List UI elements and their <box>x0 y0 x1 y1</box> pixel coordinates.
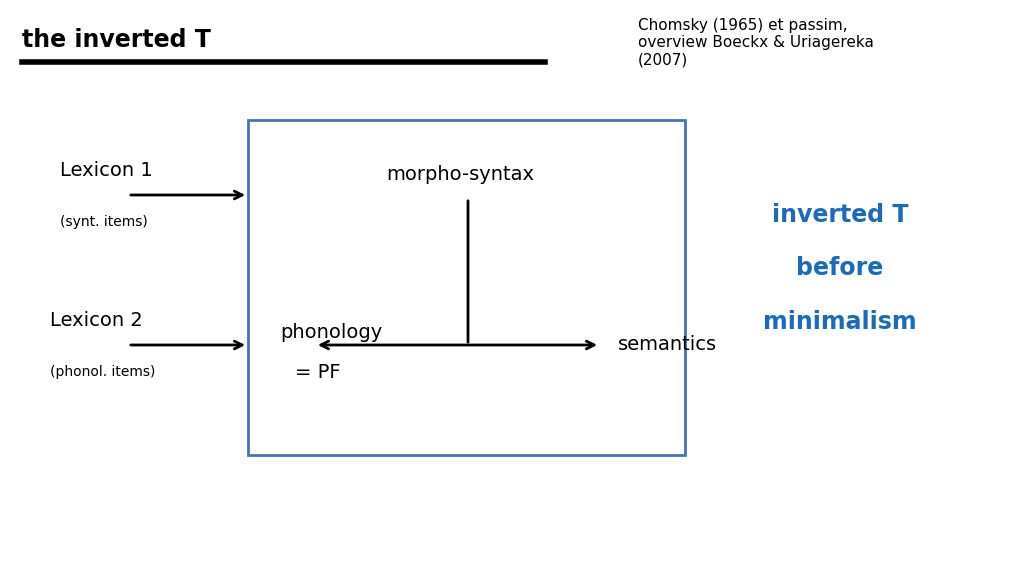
Text: (phonol. items): (phonol. items) <box>50 365 156 379</box>
Text: Lexicon 1: Lexicon 1 <box>60 161 153 180</box>
Text: minimalism: minimalism <box>763 310 916 334</box>
Text: = PF: = PF <box>295 362 341 381</box>
Text: Chomsky (1965) et passim,
overview Boeckx & Uriagereka
(2007): Chomsky (1965) et passim, overview Boeck… <box>638 18 873 68</box>
Text: (synt. items): (synt. items) <box>60 215 147 229</box>
Text: morpho-syntax: morpho-syntax <box>386 165 534 184</box>
Bar <box>248 120 685 455</box>
Text: semantics: semantics <box>618 335 717 354</box>
Text: inverted T: inverted T <box>772 203 908 227</box>
Text: before: before <box>797 256 884 280</box>
Text: Lexicon 2: Lexicon 2 <box>50 311 142 330</box>
Text: phonology: phonology <box>280 323 382 342</box>
Text: the inverted T: the inverted T <box>22 28 211 52</box>
